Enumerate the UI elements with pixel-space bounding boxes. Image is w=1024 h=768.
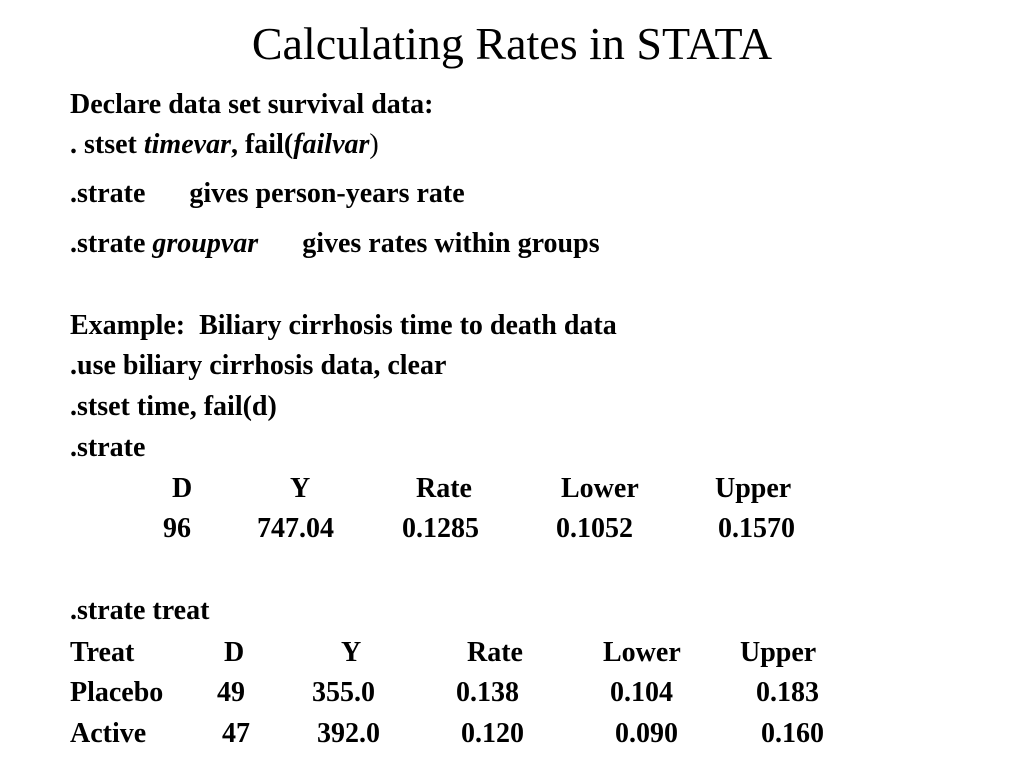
stset-mid: , fail(: [230, 129, 294, 160]
table1-cell-upper: 0.1570: [718, 513, 795, 544]
table2-header-upper: Upper: [740, 637, 817, 668]
table2-row1-treat: Placebo: [70, 677, 164, 708]
table2-header-rate: Rate: [467, 637, 523, 668]
strate-syntax-line: .strate gives person-years rate: [70, 177, 465, 211]
declare-text: Declare data set survival data:: [70, 89, 434, 120]
strate-command: .strate: [70, 432, 146, 463]
table2-row1-rate: 0.138: [456, 677, 519, 708]
strate-group-var: groupvar: [152, 228, 259, 259]
strate-group-cmd: .strate: [70, 228, 153, 259]
table2-row1-d: 49: [217, 677, 245, 708]
use-command: .use biliary cirrhosis data, clear: [70, 350, 447, 381]
table1-header-rate: Rate: [416, 473, 472, 504]
table2-row1-y: 355.0: [312, 677, 375, 708]
table2-row2-upper: 0.160: [761, 718, 824, 749]
table2-header-treat: Treat: [70, 637, 135, 668]
stset-failvar: failvar: [293, 129, 370, 160]
table1-cell-y: 747.04: [257, 513, 334, 544]
table2-row2-rate: 0.120: [461, 718, 524, 749]
table2-header-d: D: [224, 637, 245, 668]
stset-syntax-line: . stset timevar, fail(failvar): [70, 128, 379, 162]
strate-treat-command: .strate treat: [70, 595, 210, 626]
table2-row2-y: 392.0: [317, 718, 380, 749]
strate-desc: gives person-years rate: [189, 178, 465, 209]
table2-row2-d: 47: [222, 718, 250, 749]
table2-header-y: Y: [341, 637, 362, 668]
stset-suffix: ): [369, 129, 379, 160]
table1-header-y: Y: [290, 473, 311, 504]
table2-header-lower: Lower: [603, 637, 681, 668]
strate-group-syntax-line: .strate groupvar gives rates within group…: [70, 227, 600, 261]
table1-cell-d: 96: [163, 513, 191, 544]
strate-group-desc: gives rates within groups: [302, 228, 600, 259]
example-heading: Example: Biliary cirrhosis time to death…: [70, 310, 617, 341]
stset-timevar: timevar: [143, 129, 231, 160]
table2-row1-lower: 0.104: [610, 677, 673, 708]
table1-header-d: D: [172, 473, 193, 504]
table1-header-upper: Upper: [715, 473, 792, 504]
table2-row2-treat: Active: [70, 718, 147, 749]
table2-row1-upper: 0.183: [756, 677, 819, 708]
table2-row2-lower: 0.090: [615, 718, 678, 749]
table1-cell-rate: 0.1285: [402, 513, 479, 544]
stset-prefix: . stset: [70, 129, 144, 160]
table1-cell-lower: 0.1052: [556, 513, 633, 544]
strate-cmd: .strate: [70, 178, 146, 209]
stset-command: .stset time, fail(d): [70, 391, 277, 422]
table1-header-lower: Lower: [561, 473, 639, 504]
slide-title: Calculating Rates in STATA: [251, 18, 773, 69]
